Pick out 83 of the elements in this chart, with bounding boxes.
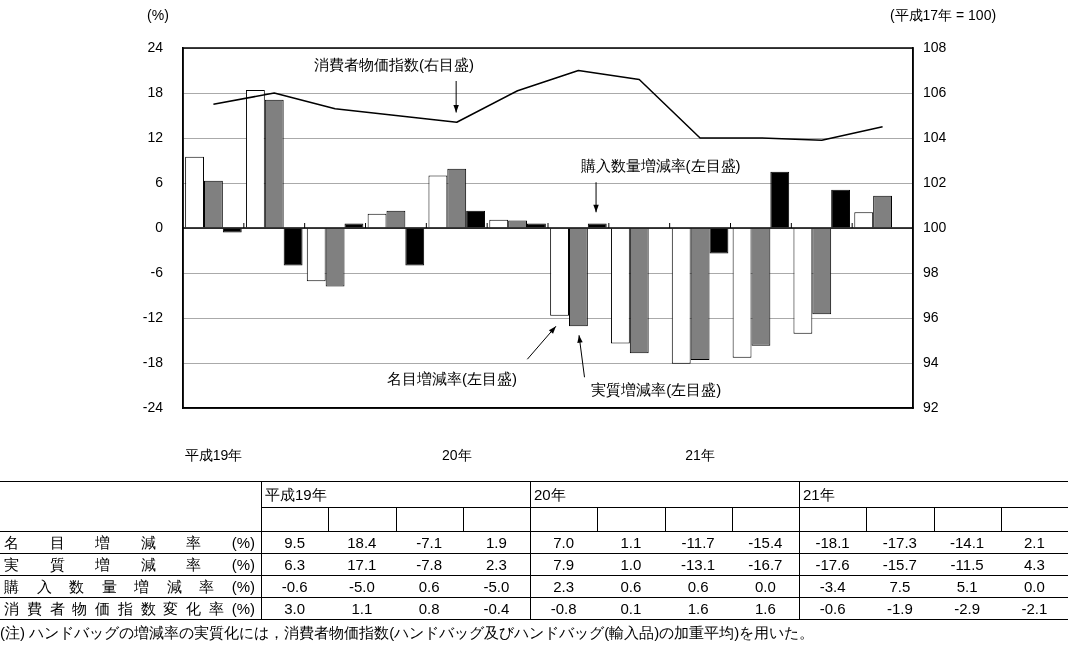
- data-label: 0.1: [619, 599, 643, 619]
- y-tick-label: -12: [142, 308, 164, 325]
- y-tick-label: 購入数量増減率(%): [3, 577, 256, 597]
- data-label: -16.7: [747, 555, 784, 575]
- data-label: 3.0: [283, 599, 307, 619]
- data-label: -1.9: [885, 599, 914, 619]
- data-label: -11.7: [680, 533, 716, 553]
- y-tick-label: -24: [142, 398, 164, 415]
- data-label: -15.7: [881, 555, 918, 575]
- data-label: -17.6: [814, 555, 851, 575]
- data-label: 7.5: [888, 577, 912, 597]
- y2-tick-label: 98: [923, 263, 939, 280]
- data-label: -14.1: [949, 533, 986, 553]
- data-label: 17.1: [346, 555, 378, 575]
- annotation: 購入数量増減率(左目盛): [580, 157, 741, 175]
- data-label: 0.6: [417, 577, 441, 597]
- data-label: 0.6: [619, 577, 643, 597]
- y2-tick-label: 106: [923, 83, 947, 100]
- data-label: 7.0: [552, 533, 576, 553]
- y-tick-label: 18: [147, 83, 164, 100]
- x-tick-label: 21年: [685, 447, 715, 464]
- data-label: -18.1: [814, 533, 851, 553]
- y-tick-label: 0: [155, 218, 164, 235]
- data-label: 0.0: [753, 577, 777, 597]
- y2-tick-label: 92: [923, 398, 939, 415]
- y2-tick-label: 94: [923, 353, 939, 370]
- data-label: -0.6: [818, 599, 847, 619]
- y-tick-label: -6: [150, 263, 164, 280]
- data-label: -2.1: [1020, 599, 1049, 619]
- series-label: 消費者物価指数(右目盛): [314, 56, 475, 74]
- data-label: 1.9: [484, 533, 508, 553]
- data-label: 18.4: [346, 533, 378, 553]
- x-tick-label: 平成19年: [184, 447, 243, 464]
- data-label: 9.5: [283, 533, 307, 553]
- data-label: 5.1: [955, 577, 979, 597]
- y2-tick-label: 96: [923, 308, 939, 325]
- data-label: -15.4: [747, 533, 784, 553]
- y-tick-label: 12: [147, 128, 164, 145]
- y2-tick-label: 102: [923, 173, 947, 190]
- y2-axis-title: (平成17年 = 100): [889, 6, 997, 23]
- data-label: 7.9: [552, 555, 576, 575]
- data-label: 0.0: [1022, 577, 1046, 597]
- y-tick-label: -18: [142, 353, 164, 370]
- data-label: -13.1: [680, 555, 717, 575]
- data-label: -7.1: [415, 533, 444, 553]
- data-label: 1.6: [686, 599, 710, 619]
- data-label: 1.6: [753, 599, 777, 619]
- x-tick-label: 平成19年: [264, 485, 328, 505]
- data-label: 6.3: [283, 555, 307, 575]
- data-label: -7.8: [415, 555, 444, 575]
- data-label: -17.3: [881, 533, 918, 553]
- y-tick-label: 名目増減率(%): [3, 533, 256, 553]
- x-tick-label: 20年: [533, 485, 567, 505]
- y-tick-label: 6: [155, 173, 164, 190]
- data-label: 0.6: [686, 577, 710, 597]
- data-label: -0.4: [482, 599, 511, 619]
- data-label: 1.1: [350, 599, 374, 619]
- data-label: -5.0: [347, 577, 376, 597]
- data-label: -0.8: [549, 599, 578, 619]
- data-label: -11.5: [949, 555, 985, 575]
- data-label: 1.0: [619, 555, 643, 575]
- data-label: 2.1: [1022, 533, 1046, 553]
- x-tick-label: 21年: [802, 485, 836, 505]
- data-label: -2.9: [953, 599, 982, 619]
- data-label: 2.3: [484, 555, 508, 575]
- data-label: -5.0: [482, 577, 511, 597]
- y-axis-title: (%): [147, 6, 169, 23]
- data-label: -3.4: [818, 577, 847, 597]
- annotation: 名目増減率(左目盛): [386, 370, 517, 388]
- y-tick-label: 24: [147, 38, 164, 55]
- y2-tick-label: 104: [923, 128, 947, 145]
- y2-tick-label: 108: [923, 38, 947, 55]
- data-label: 1.1: [619, 533, 643, 553]
- text: (注) ハンドバッグの増減率の実質化には，消費者物価指数(ハンドバッグ及びハンドバッグ(輸入品)の加重平均)を用いた。: [0, 624, 815, 643]
- y-tick-label: 実質増減率(%): [3, 555, 256, 575]
- data-label: 4.3: [1022, 555, 1046, 575]
- data-label: 2.3: [552, 577, 576, 597]
- data-label: 0.8: [417, 599, 441, 619]
- x-tick-label: 20年: [441, 447, 472, 464]
- series-label: 実質増減率(左目盛): [591, 380, 722, 398]
- y-tick-label: 消費者物価指数変化率(%): [3, 599, 256, 619]
- y2-tick-label: 100: [923, 218, 947, 235]
- data-label: -0.6: [280, 577, 309, 597]
